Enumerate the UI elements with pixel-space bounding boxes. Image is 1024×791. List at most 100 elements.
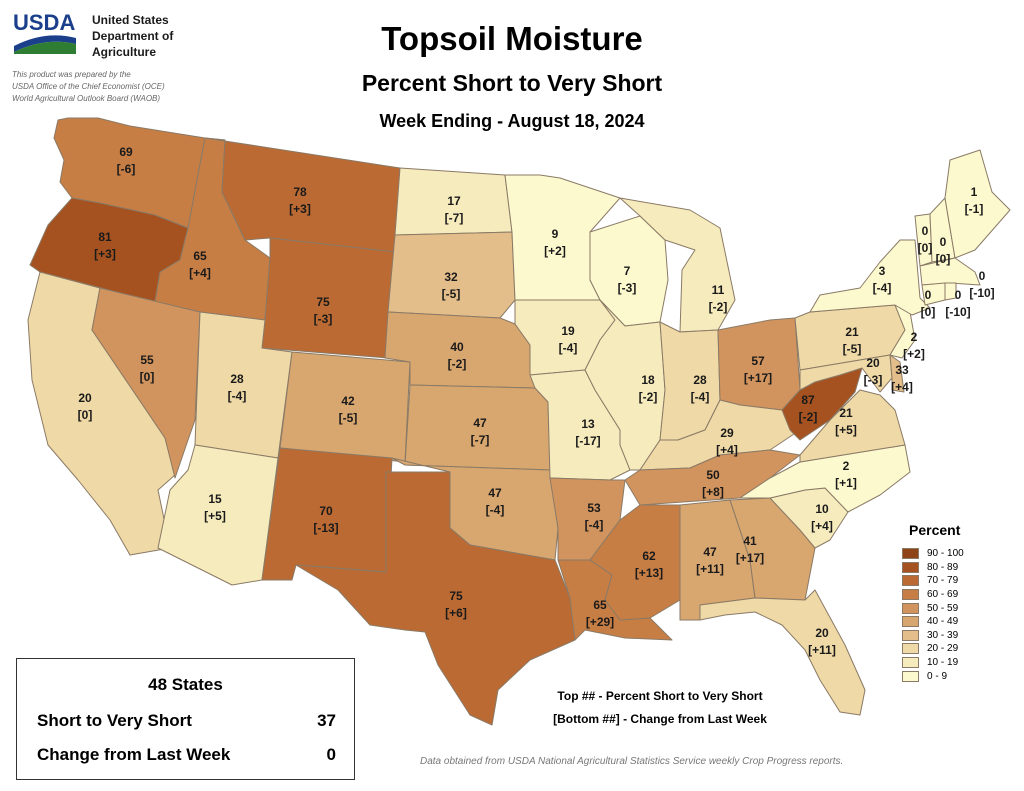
state-label-mi-value: 11 bbox=[712, 283, 725, 297]
state-label-ar-value: 53 bbox=[587, 501, 601, 515]
state-label-ky-value: 29 bbox=[720, 426, 734, 440]
state-label-wv-change: [-2] bbox=[799, 410, 818, 424]
state-tx bbox=[295, 471, 576, 726]
state-label-mn-change: [+2] bbox=[544, 244, 566, 258]
state-label-ga-value: 41 bbox=[743, 534, 757, 548]
state-label-oh-change: [+17] bbox=[744, 371, 772, 385]
state-label-ks-change: [-7] bbox=[471, 433, 490, 447]
state-label-nh-value: 0 bbox=[940, 235, 947, 249]
state-label-in-change: [-4] bbox=[691, 390, 710, 404]
legend-item: 10 - 19 bbox=[902, 656, 964, 670]
state-label-ny-value: 3 bbox=[879, 264, 886, 278]
state-label-ok-change: [-4] bbox=[486, 503, 505, 517]
agency-line: United States bbox=[92, 13, 169, 27]
summary-label: Short to Very Short bbox=[37, 711, 192, 730]
state-ny bbox=[809, 239, 931, 316]
legend-item: 60 - 69 bbox=[902, 588, 964, 602]
legend-label: 20 - 29 bbox=[927, 643, 959, 655]
state-label-sc-value: 10 bbox=[815, 502, 829, 516]
state-label-mt-value: 78 bbox=[293, 185, 307, 199]
state-label-ne-change: [-2] bbox=[448, 357, 467, 371]
legend-swatch bbox=[902, 602, 919, 614]
state-label-fl-value: 20 bbox=[815, 626, 829, 640]
state-label-vt-change: [0] bbox=[918, 241, 933, 255]
week-ending: Week Ending - August 18, 2024 bbox=[379, 111, 645, 131]
state-label-pa-value: 21 bbox=[845, 325, 859, 339]
state-label-wi-value: 7 bbox=[624, 264, 631, 278]
legend-item: 0 - 9 bbox=[902, 669, 964, 683]
state-label-ok-value: 47 bbox=[488, 486, 502, 500]
summary-label: Change from Last Week bbox=[37, 745, 231, 764]
legend-title: Percent bbox=[909, 522, 961, 538]
data-source-footnote: Data obtained from USDA National Agricul… bbox=[420, 756, 844, 767]
usda-logo: USDA bbox=[13, 10, 76, 54]
legend-label: 40 - 49 bbox=[927, 616, 959, 628]
state-label-va-change: [+5] bbox=[835, 423, 857, 437]
state-fl bbox=[699, 589, 866, 716]
state-label-az-change: [+5] bbox=[204, 509, 226, 523]
summary-box: 48 States Short to Very Short 37 Change … bbox=[16, 658, 355, 780]
state-label-va-value: 21 bbox=[839, 406, 853, 420]
label-note-top: Top ## - Percent Short to Very Short bbox=[557, 689, 763, 703]
summary-row: Short to Very Short 37 bbox=[37, 711, 336, 731]
agency-line: Department of bbox=[92, 29, 174, 43]
state-label-ri-value: 0 bbox=[955, 288, 962, 302]
state-label-ks-value: 47 bbox=[473, 416, 487, 430]
state-shapes bbox=[27, 117, 1011, 726]
prepared-by-note: This product was prepared by the USDA Of… bbox=[12, 69, 165, 105]
state-ri bbox=[944, 282, 957, 301]
legend-swatch bbox=[902, 629, 919, 641]
state-label-ca-change: [0] bbox=[78, 408, 93, 422]
state-label-wi-change: [-3] bbox=[618, 281, 637, 295]
state-label-de-change: [+4] bbox=[891, 380, 913, 394]
legend-swatch bbox=[902, 657, 919, 669]
state-label-id-value: 65 bbox=[193, 249, 207, 263]
summary-heading: 48 States bbox=[148, 675, 223, 694]
state-sd bbox=[387, 231, 516, 319]
legend-label: 80 - 89 bbox=[927, 561, 959, 573]
state-label-or-value: 81 bbox=[98, 230, 112, 244]
legend-swatch bbox=[902, 589, 919, 601]
state-label-ga-change: [+17] bbox=[736, 551, 764, 565]
state-label-pa-change: [-5] bbox=[843, 342, 862, 356]
prepared-line: This product was prepared by the bbox=[12, 70, 131, 79]
map-title: Topsoil Moisture bbox=[381, 20, 643, 57]
state-label-ut-change: [-4] bbox=[228, 389, 247, 403]
legend-label: 50 - 59 bbox=[927, 602, 959, 614]
state-label-tn-value: 50 bbox=[706, 468, 720, 482]
state-label-co-change: [-5] bbox=[339, 411, 358, 425]
state-label-me-value: 1 bbox=[971, 185, 978, 199]
legend-item: 30 - 39 bbox=[902, 629, 964, 643]
state-label-ky-change: [+4] bbox=[716, 443, 738, 457]
state-label-nm-change: [-13] bbox=[313, 521, 338, 535]
legend-label: 70 - 79 bbox=[927, 575, 959, 587]
state-label-az-value: 15 bbox=[208, 492, 222, 506]
state-label-mi-change: [-2] bbox=[709, 300, 728, 314]
state-tn bbox=[624, 449, 801, 506]
legend-item: 90 - 100 bbox=[902, 547, 964, 561]
state-label-sc-change: [+4] bbox=[811, 519, 833, 533]
legend-swatch bbox=[902, 561, 919, 573]
state-label-ma-value: 0 bbox=[979, 269, 986, 283]
state-label-wa-value: 69 bbox=[119, 145, 133, 159]
state-label-id-change: [+4] bbox=[189, 266, 211, 280]
state-label-oh-value: 57 bbox=[751, 354, 765, 368]
state-label-nm-value: 70 bbox=[319, 504, 333, 518]
summary-row: Change from Last Week 0 bbox=[37, 745, 336, 765]
state-label-vt-value: 0 bbox=[922, 224, 929, 238]
state-ms bbox=[589, 504, 681, 621]
state-label-wy-value: 75 bbox=[316, 295, 330, 309]
state-label-ct-change: [0] bbox=[921, 305, 936, 319]
state-label-nd-change: [-7] bbox=[445, 211, 464, 225]
summary-value: 0 bbox=[326, 745, 336, 764]
state-label-md-change: [-3] bbox=[864, 373, 883, 387]
state-label-in-value: 28 bbox=[693, 373, 707, 387]
agency-line: Agriculture bbox=[92, 45, 157, 59]
state-label-sd-change: [-5] bbox=[442, 287, 461, 301]
legend-item: 80 - 89 bbox=[902, 561, 964, 575]
legend-label: 90 - 100 bbox=[927, 548, 964, 560]
agency-name: United States Department of Agriculture bbox=[92, 12, 173, 60]
legend-swatch bbox=[902, 548, 919, 560]
state-de bbox=[889, 354, 905, 393]
state-label-la-change: [+29] bbox=[586, 615, 614, 629]
